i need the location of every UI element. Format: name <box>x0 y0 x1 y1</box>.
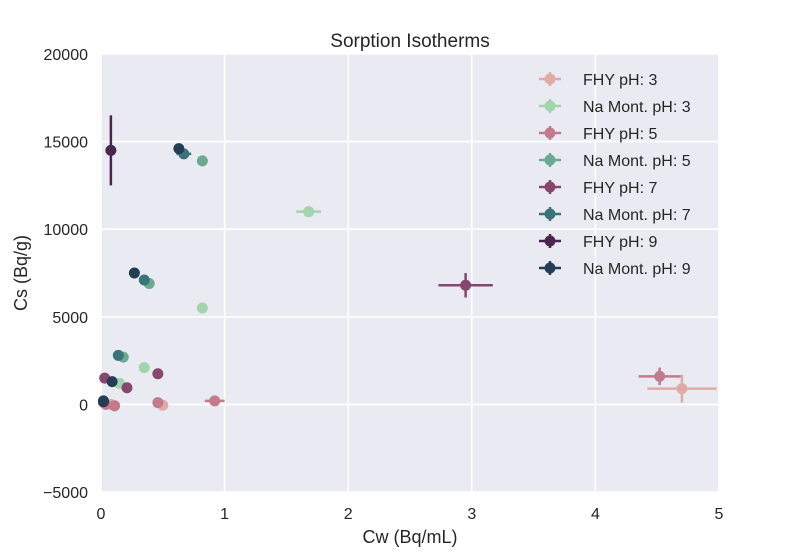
legend-marker <box>544 235 556 247</box>
data-point <box>196 155 208 167</box>
legend-item: Na Mont. pH: 9 <box>539 261 691 278</box>
legend-label: Na Mont. pH: 7 <box>583 207 691 224</box>
legend-item: FHY pH: 5 <box>539 126 658 143</box>
data-point <box>460 279 472 291</box>
legend-item: Na Mont. pH: 5 <box>539 153 691 170</box>
legend-marker <box>544 127 556 139</box>
x-tick-label: 2 <box>344 506 353 523</box>
chart-title: Sorption Isotherms <box>330 31 489 52</box>
legend-label: Na Mont. pH: 9 <box>583 261 691 278</box>
y-tick-label: 10000 <box>44 222 89 239</box>
x-tick-label: 1 <box>220 506 229 523</box>
legend-item: Na Mont. pH: 3 <box>539 99 691 116</box>
data-point <box>196 302 208 314</box>
legend-label: Na Mont. pH: 3 <box>583 99 691 116</box>
x-axis-label: Cw (Bq/mL) <box>362 527 457 547</box>
data-point <box>152 368 164 380</box>
y-axis-label: Cs (Bq/g) <box>11 235 31 311</box>
y-tick-label: 5000 <box>52 310 88 327</box>
legend-item: FHY pH: 9 <box>539 234 658 251</box>
y-tick-label: −5000 <box>43 485 88 502</box>
data-point <box>152 397 164 409</box>
data-point <box>209 395 221 407</box>
legend-marker <box>544 100 556 112</box>
legend-item: Na Mont. pH: 7 <box>539 207 691 224</box>
data-point <box>121 382 133 394</box>
legend: FHY pH: 3 Na Mont. pH: 3 FHY pH: 5 Na Mont.… <box>539 72 691 278</box>
data-point <box>138 362 150 374</box>
data-marks <box>97 115 717 412</box>
legend-marker <box>544 73 556 85</box>
y-tick-label: 20000 <box>44 47 89 64</box>
legend-marker <box>544 154 556 166</box>
y-tick-label: 15000 <box>44 135 89 152</box>
series-group <box>97 143 185 407</box>
legend-label: FHY pH: 7 <box>583 180 658 197</box>
data-point <box>173 143 185 155</box>
legend-item: FHY pH: 3 <box>539 72 658 89</box>
legend-label: FHY pH: 9 <box>583 234 658 251</box>
data-point <box>105 144 117 156</box>
x-tick-label: 5 <box>715 506 724 523</box>
data-point <box>138 274 150 286</box>
x-tick-label: 4 <box>591 506 600 523</box>
legend-marker <box>544 208 556 220</box>
x-tick-label: 3 <box>467 506 476 523</box>
data-point <box>676 383 688 395</box>
data-point <box>303 206 315 218</box>
axes: 0 1 2 3 4 5 −5000 0 5000 10000 15000 20000 <box>43 47 723 523</box>
x-tick-label: 0 <box>97 506 106 523</box>
data-point <box>97 395 109 407</box>
data-point <box>109 400 121 412</box>
legend-label: FHY pH: 5 <box>583 126 658 143</box>
data-point <box>128 267 140 279</box>
data-point <box>654 370 666 382</box>
series-group <box>99 273 493 394</box>
y-tick-label: 0 <box>79 397 88 414</box>
legend-marker <box>544 181 556 193</box>
grid-lines <box>100 53 720 493</box>
plot-area <box>101 54 719 492</box>
legend-label: Na Mont. pH: 5 <box>583 153 691 170</box>
legend-label: FHY pH: 3 <box>583 72 658 89</box>
data-point <box>106 376 118 388</box>
legend-item: FHY pH: 7 <box>539 180 658 197</box>
data-point <box>112 349 124 361</box>
legend-marker <box>544 262 556 274</box>
